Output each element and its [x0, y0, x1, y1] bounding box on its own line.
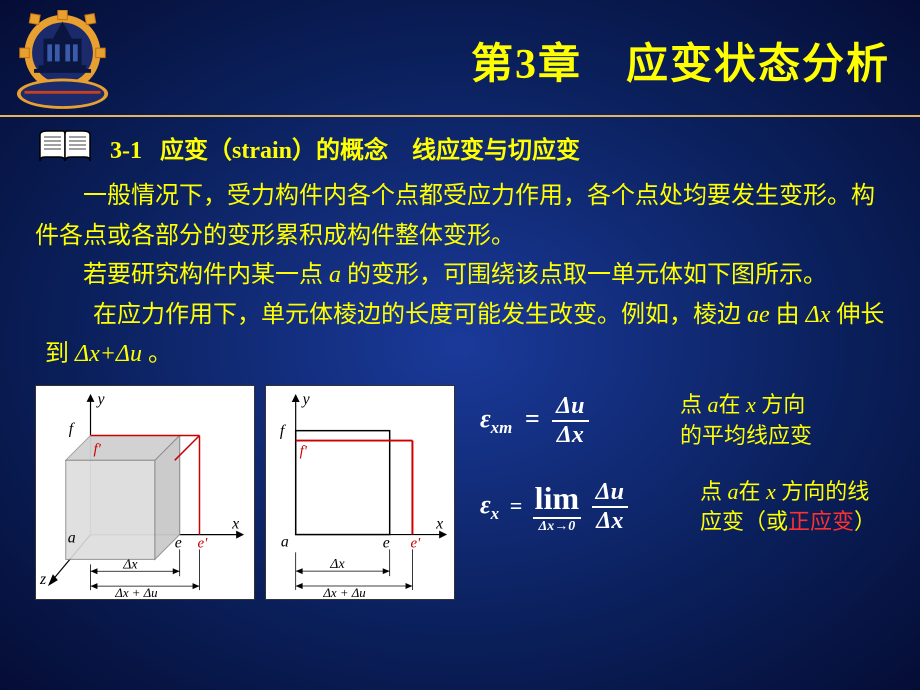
chapter-title: 第3章 应变状态分析: [110, 10, 900, 91]
p3-end: 。: [142, 341, 172, 367]
eq2-den: Δx: [592, 508, 627, 535]
eq2-equals: =: [510, 493, 523, 518]
equation-1-label: 点 a在 x 方向 的平均线应变: [680, 390, 812, 452]
svg-text:a: a: [68, 529, 76, 546]
eq1l-mid: 在: [719, 392, 747, 417]
eq2-sub: x: [491, 505, 499, 524]
eq1l-l2: 的平均线应变: [680, 423, 812, 448]
equation-2: εx = lim Δx→0 Δu Δx: [480, 479, 700, 535]
svg-text:y: y: [95, 391, 105, 408]
equation-2-label: 点 a在 x 方向的线 应变（或正应变）: [700, 477, 876, 539]
paragraph-1: 一般情况下，受力构件内各个点都受应力作用，各个点处均要发生变形。构件各点或各部分…: [35, 177, 890, 256]
eq2-limsub: Δx→0: [539, 519, 576, 535]
eq2l-post: 方向的线: [776, 479, 870, 504]
svg-text:e: e: [175, 534, 182, 551]
p2-post: 的变形，可围绕该点取一单元体如下图所示。: [341, 262, 827, 288]
eq1l-a: a: [708, 392, 719, 417]
p3-mid1: 由: [770, 302, 806, 328]
svg-text:Δx: Δx: [122, 556, 138, 571]
eq2l-red: 正应变: [788, 509, 854, 534]
svg-text:e: e: [383, 534, 390, 551]
svg-text:y: y: [301, 391, 311, 408]
eq1-equals: =: [525, 404, 540, 433]
slide-header: 第3章 应变状态分析: [0, 0, 920, 110]
header-divider: [0, 115, 920, 117]
eq1l-post: 方向: [756, 392, 806, 417]
eq1l-x: x: [746, 392, 756, 417]
p3-ae: ae: [747, 302, 770, 328]
eq2-num: Δu: [592, 479, 628, 508]
section-number: 3-1: [110, 138, 142, 164]
equation-1-row: εxm = Δu Δx 点 a在 x 方向 的平均线应变: [480, 390, 890, 452]
university-logo: [15, 10, 110, 110]
p3-pre: 在应力作用下，单元体棱边的长度可能发生改变。例如，棱边: [93, 302, 747, 328]
eq1-den: Δx: [553, 422, 588, 449]
svg-text:z: z: [39, 571, 46, 588]
svg-text:x: x: [231, 516, 239, 533]
slide-content: 3-1 应变（strain）的概念 线应变与切应变 一般情况下，受力构件内各个点…: [0, 127, 920, 600]
svg-text:f': f': [300, 443, 308, 459]
eq2l-pre: 点: [700, 479, 728, 504]
svg-text:e': e': [198, 535, 209, 551]
eq2l-l2post: ）: [854, 509, 876, 534]
eq2l-x: x: [766, 479, 776, 504]
svg-text:a: a: [281, 533, 289, 550]
svg-text:f': f': [93, 441, 101, 457]
paragraph-3: 在应力作用下，单元体棱边的长度可能发生改变。例如，棱边 ae 由 Δx 伸长到 …: [45, 296, 890, 375]
svg-text:Δx + Δu: Δx + Δu: [322, 586, 365, 600]
section-heading: 3-1 应变（strain）的概念 线应变与切应变: [35, 127, 890, 167]
eq2-lim: lim: [533, 480, 581, 519]
book-icon: [35, 127, 95, 167]
paragraph-2: 若要研究构件内某一点 a 的变形，可围绕该点取一单元体如下图所示。: [35, 256, 890, 296]
svg-text:e': e': [410, 535, 421, 551]
eq1l-pre: 点: [680, 392, 708, 417]
p2-var-a: a: [329, 262, 341, 288]
svg-text:Δx + Δu: Δx + Δu: [114, 586, 157, 600]
eq1-num: Δu: [552, 393, 588, 422]
p2-pre: 若要研究构件内某一点: [83, 262, 329, 288]
eq1-sub: xm: [491, 418, 513, 437]
section-title-text: 应变（strain）的概念 线应变与切应变: [160, 138, 580, 164]
eq2-eps: ε: [480, 490, 491, 519]
diagram-3d-cube: y x z f f' a e e': [35, 385, 255, 600]
eq1-eps: ε: [480, 404, 491, 433]
eq2l-a: a: [728, 479, 739, 504]
svg-text:x: x: [435, 516, 443, 533]
p3-dxdu: Δx+Δu: [75, 341, 142, 367]
diagram-2d-rect: y x f f' a e e' Δx Δx + Δu: [265, 385, 455, 600]
diagrams-row: y x z f f' a e e': [35, 385, 890, 600]
equations-column: εxm = Δu Δx 点 a在 x 方向 的平均线应变 εx =: [465, 385, 890, 563]
svg-text:Δx: Δx: [329, 556, 345, 571]
p3-dx: Δx: [806, 302, 831, 328]
eq2l-l2pre: 应变（或: [700, 509, 788, 534]
equation-2-row: εx = lim Δx→0 Δu Δx 点 a在 x 方向的线 应变（或正应变）: [480, 477, 890, 539]
eq2l-mid: 在: [739, 479, 767, 504]
equation-1: εxm = Δu Δx: [480, 393, 680, 449]
